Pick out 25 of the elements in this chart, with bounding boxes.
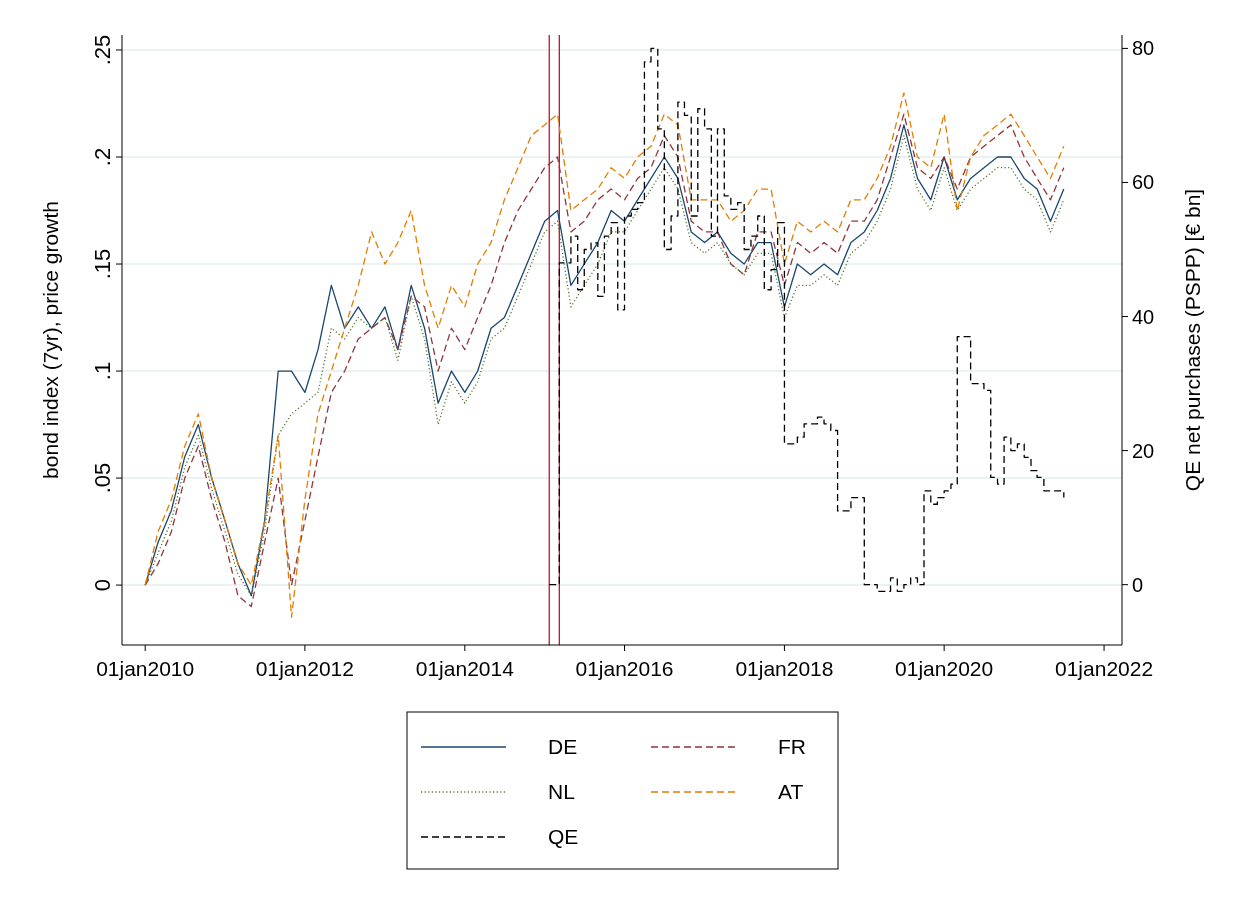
- y-axis-title: bond index (7yr), price growth: [39, 201, 62, 479]
- y-tick-label: .25: [90, 34, 115, 66]
- x-tick-label: 01jan2014: [415, 657, 515, 680]
- legend-label: DE: [548, 735, 578, 758]
- y-tick-label: .15: [90, 248, 115, 280]
- y-tick-label: .2: [90, 147, 115, 167]
- y2-tick-label: 40: [1132, 305, 1155, 328]
- y-tick-label: .05: [90, 462, 115, 494]
- y2-tick-label: 0: [1132, 573, 1144, 596]
- legend-label: AT: [778, 780, 804, 803]
- legend-label: QE: [548, 825, 579, 848]
- x-tick-label: 01jan2016: [575, 657, 674, 680]
- y2-tick-label: 20: [1132, 439, 1155, 462]
- x-tick-label: 01jan2010: [96, 657, 195, 680]
- y-tick-label: .1: [90, 361, 115, 381]
- legend-label: FR: [778, 735, 806, 758]
- x-tick-label: 01jan2012: [255, 657, 354, 680]
- y2-tick-label: 60: [1132, 171, 1155, 194]
- x-tick-label: 01jan2018: [735, 657, 834, 680]
- y-tick-label: 0: [90, 578, 115, 592]
- y2-axis-title: QE net purchases (PSPP) [€ bn]: [1181, 188, 1204, 492]
- legend-label: NL: [548, 780, 575, 803]
- x-tick-label: 01jan2020: [895, 657, 994, 680]
- x-tick-label: 01jan2022: [1055, 657, 1154, 680]
- y2-tick-label: 80: [1132, 37, 1155, 60]
